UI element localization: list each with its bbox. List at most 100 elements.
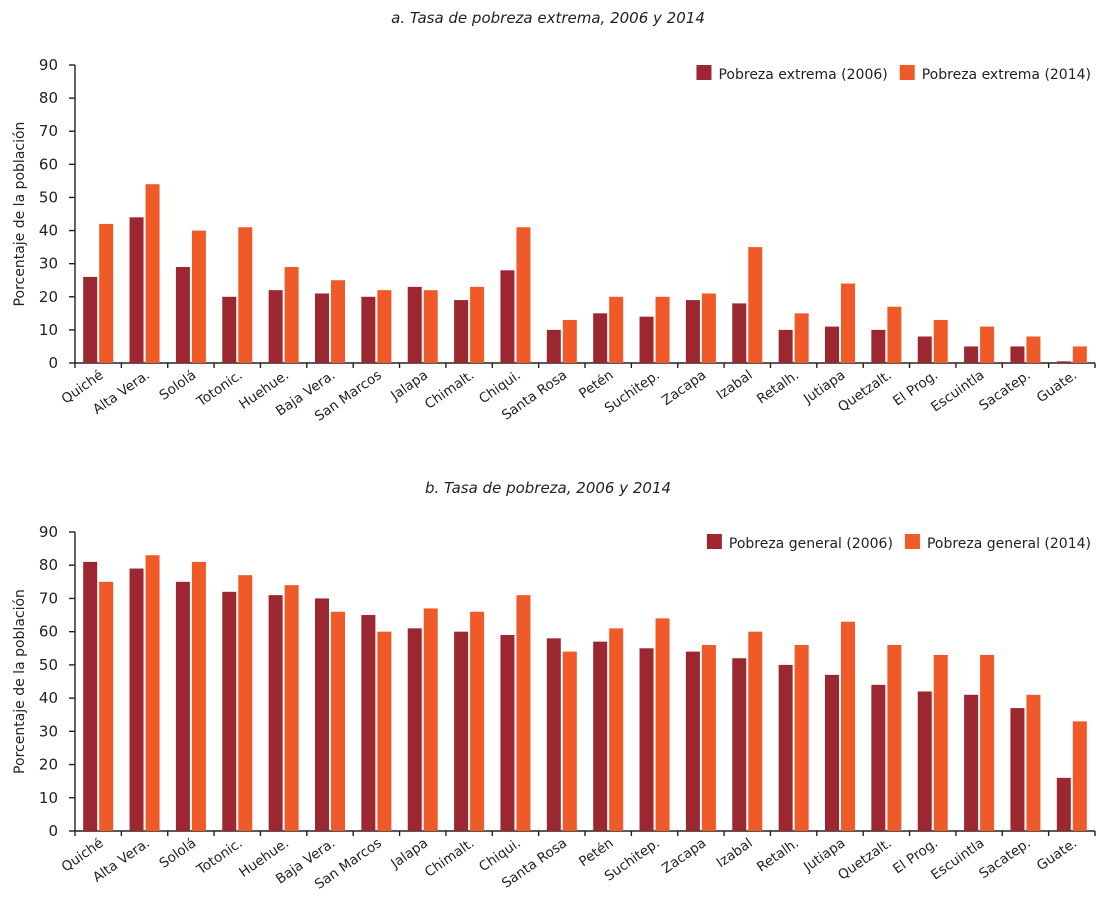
legend-swatch <box>899 65 915 80</box>
bar-2006 <box>454 631 469 831</box>
x-tick-label: Escuintla <box>928 835 987 883</box>
x-tick-label: Guate. <box>1034 367 1080 406</box>
x-tick-label: Sacatep. <box>976 835 1034 882</box>
bar-2014 <box>655 296 670 363</box>
bar-2006 <box>732 658 747 831</box>
y-tick-label: 0 <box>48 822 58 840</box>
bar-2006 <box>685 300 700 363</box>
bar-2014 <box>609 628 624 831</box>
bar-2014 <box>145 184 160 363</box>
bar-2014 <box>1072 721 1087 831</box>
bar-2014 <box>933 319 948 363</box>
x-tick-label: Izabal <box>714 367 756 403</box>
bar-2006 <box>315 598 329 831</box>
bar-2006 <box>500 634 515 831</box>
bar-2006 <box>129 217 144 363</box>
y-tick-label: 0 <box>48 354 58 372</box>
x-tick-label: Zacapa <box>659 367 709 409</box>
chart-title: b. Tasa de pobreza, 2006 y 2014 <box>425 479 671 497</box>
bar-2014 <box>1026 336 1041 363</box>
x-tick-label: Izabal <box>714 835 756 871</box>
bar-2006 <box>1010 708 1025 831</box>
bar-2006 <box>1056 777 1071 831</box>
bar-2006 <box>917 336 932 363</box>
bar-2014 <box>516 595 531 831</box>
bar-2006 <box>129 568 144 831</box>
x-tick-label: Retalh. <box>754 835 802 875</box>
bar-2006 <box>361 615 376 831</box>
bar-2014 <box>609 296 624 363</box>
legend: Pobreza extrema (2014) Pobreza extrema (2… <box>696 65 1091 83</box>
legend-label: Pobreza extrema (2014) <box>922 67 1091 83</box>
bar-2014 <box>562 651 577 831</box>
bar-2006 <box>546 638 561 831</box>
bar-2014 <box>238 227 253 363</box>
bar-2006 <box>454 300 469 363</box>
x-tick-label: Chimalt. <box>422 367 477 413</box>
bar-2014 <box>284 266 299 363</box>
bar-2006 <box>500 270 515 363</box>
chart-panel-b: b. Tasa de pobreza, 2006 y 2014 Porcentaj… <box>12 479 1096 893</box>
bar-2006 <box>1056 361 1071 363</box>
y-tick-label: 30 <box>39 722 58 740</box>
legend-swatch <box>696 65 712 80</box>
bar-2014 <box>516 227 531 363</box>
chart-panel-a: a. Tasa de pobreza extrema, 2006 y 2014 P… <box>12 9 1096 425</box>
bar-2014 <box>980 654 995 831</box>
bar-2006 <box>1010 346 1025 363</box>
bar-2014 <box>1072 346 1087 363</box>
y-tick-label: 90 <box>39 56 58 74</box>
bar-2006 <box>268 290 283 363</box>
x-tick-label: Sacatep. <box>976 367 1034 414</box>
bar-2014 <box>887 644 902 831</box>
bar-2014 <box>191 230 206 363</box>
x-tick-label: Guate. <box>1034 835 1080 874</box>
y-tick-label: 20 <box>39 756 58 774</box>
bar-2006 <box>407 628 422 831</box>
bar-2006 <box>825 326 839 363</box>
bar-2014 <box>655 618 670 831</box>
bar-2014 <box>980 326 995 363</box>
bar-2014 <box>794 313 809 363</box>
bar-2006 <box>871 684 886 831</box>
bar-2006 <box>546 329 561 363</box>
bar-2006 <box>315 293 329 363</box>
bar-2006 <box>593 641 608 831</box>
y-tick-label: 60 <box>39 623 58 641</box>
bar-2014 <box>191 561 206 831</box>
y-tick-label: 50 <box>39 188 58 206</box>
y-tick-label: 80 <box>39 556 58 574</box>
bar-2014 <box>562 319 577 363</box>
y-tick-label: 90 <box>39 523 58 541</box>
bar-2006 <box>732 303 747 363</box>
bar-2014 <box>331 280 345 363</box>
bar-2014 <box>423 608 438 831</box>
bar-2014 <box>331 611 345 831</box>
x-tick-label: Escuintla <box>928 367 987 415</box>
x-tick-label: Zacapa <box>659 835 709 877</box>
x-tick-label: Sololá <box>157 367 200 404</box>
bar-2006 <box>222 591 237 831</box>
y-axis-label: Porcentaje de la población <box>12 589 28 774</box>
y-tick-label: 70 <box>39 122 58 140</box>
y-tick-label: 20 <box>39 288 58 306</box>
bar-2014 <box>748 631 763 831</box>
bar-2014 <box>99 223 114 363</box>
bar-2014 <box>887 306 902 363</box>
bar-2006 <box>639 316 654 363</box>
bar-2014 <box>841 621 855 831</box>
legend-label: Pobreza general (2006) <box>729 536 893 552</box>
chart-title: a. Tasa de pobreza extrema, 2006 y 2014 <box>391 9 705 27</box>
bar-2014 <box>145 555 160 831</box>
x-tick-label: Retalh. <box>754 367 802 407</box>
bar-2014 <box>99 581 114 831</box>
bar-2014 <box>1026 694 1041 831</box>
bar-2006 <box>639 648 654 831</box>
bar-2006 <box>361 296 376 363</box>
bar-2006 <box>175 581 190 831</box>
legend-swatch <box>706 534 722 549</box>
x-tick-label: Chimalt. <box>422 835 477 881</box>
x-tick-label: Totonic. <box>193 835 245 878</box>
